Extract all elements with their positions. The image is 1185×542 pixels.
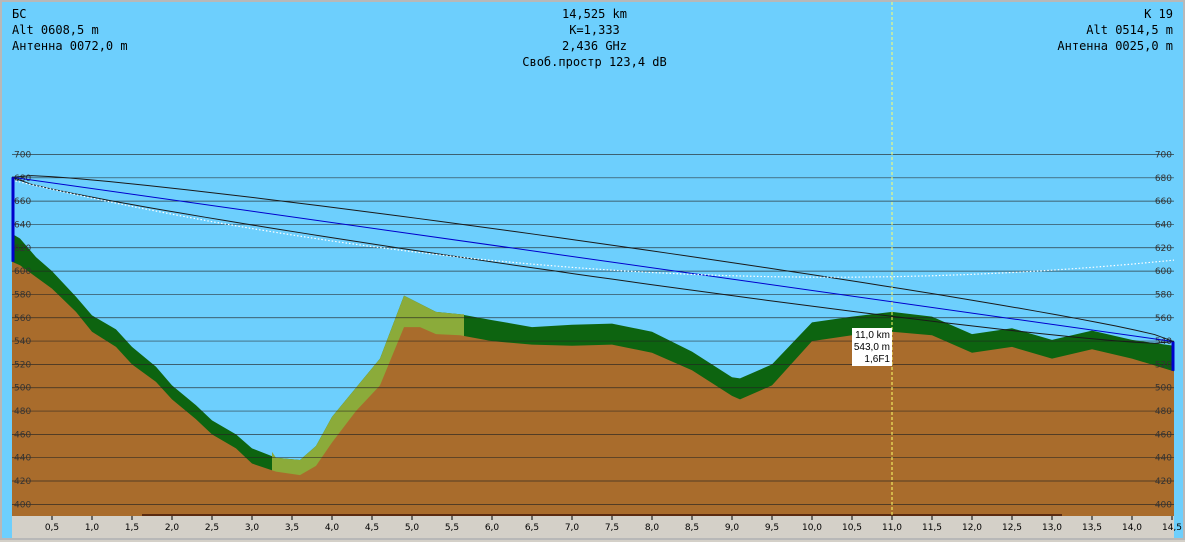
x-tick-label: 8,0 bbox=[645, 523, 660, 533]
marker-label: 543,0 m bbox=[854, 342, 890, 353]
y-tick-label-left: 520 bbox=[14, 360, 31, 370]
y-tick-label-left: 440 bbox=[14, 454, 31, 464]
fresnel-lower bbox=[11, 176, 1175, 344]
x-tick-label: 4,0 bbox=[325, 523, 340, 533]
left-antenna-height: Антенна 0072,0 m bbox=[12, 39, 128, 53]
x-tick-label: 2,5 bbox=[205, 523, 219, 533]
link-distance: 14,525 km bbox=[561, 7, 628, 21]
y-tick-label-right: 620 bbox=[1155, 244, 1172, 254]
y-tick-label-right: 460 bbox=[1155, 430, 1172, 440]
y-tick-label-right: 660 bbox=[1155, 197, 1172, 207]
y-tick-label-right: 580 bbox=[1155, 290, 1172, 300]
x-tick-label: 12,5 bbox=[1002, 523, 1022, 533]
y-tick-label-right: 520 bbox=[1155, 360, 1172, 370]
free-space-loss: Своб.простр 123,4 dB bbox=[522, 55, 667, 69]
x-tick-label: 14,0 bbox=[1122, 523, 1142, 533]
x-tick-label: 10,5 bbox=[842, 523, 862, 533]
x-tick-label: 1,5 bbox=[125, 523, 139, 533]
x-tick-label: 9,0 bbox=[725, 523, 740, 533]
x-tick-label: 13,0 bbox=[1042, 523, 1062, 533]
x-tick-label: 4,5 bbox=[365, 523, 379, 533]
y-tick-label-right: 680 bbox=[1155, 174, 1172, 184]
y-tick-label-right: 420 bbox=[1155, 477, 1172, 487]
y-tick-label-left: 620 bbox=[14, 244, 31, 254]
y-tick-label-right: 500 bbox=[1155, 384, 1172, 394]
marker-label-box bbox=[852, 328, 892, 366]
y-tick-label-left: 560 bbox=[14, 314, 31, 324]
marker-label: 1,6F1 bbox=[864, 354, 890, 365]
ground-area bbox=[12, 261, 1174, 516]
x-tick-label: 8,5 bbox=[685, 523, 699, 533]
grid-lines bbox=[12, 154, 1174, 505]
x-tick-label: 0,5 bbox=[45, 523, 59, 533]
y-tick-label-left: 640 bbox=[14, 220, 31, 230]
x-tick-label: 9,5 bbox=[765, 523, 779, 533]
y-tick-label-right: 560 bbox=[1155, 314, 1172, 324]
x-tick-label: 5,0 bbox=[405, 523, 420, 533]
x-tick-label: 14,5 bbox=[1162, 523, 1182, 533]
los-rays bbox=[11, 175, 1175, 344]
y-tick-label-left: 700 bbox=[14, 150, 31, 160]
x-axis-strip bbox=[12, 516, 1174, 538]
x-tick-label: 7,5 bbox=[605, 523, 619, 533]
right-station-alt: Alt 0514,5 m bbox=[1086, 23, 1173, 37]
y-tick-label-left: 480 bbox=[14, 407, 31, 417]
y-tick-label-left: 460 bbox=[14, 430, 31, 440]
frequency: 2,436 GHz bbox=[561, 39, 628, 53]
y-tick-label-left: 580 bbox=[14, 290, 31, 300]
x-tick-label: 13,5 bbox=[1082, 523, 1102, 533]
k-factor: K=1,333 bbox=[569, 23, 620, 37]
x-tick-label: 5,5 bbox=[445, 523, 459, 533]
x-tick-label: 3,0 bbox=[245, 523, 260, 533]
right-station-name: К 19 bbox=[1144, 7, 1173, 21]
y-tick-label-right: 700 bbox=[1155, 150, 1172, 160]
y-tick-label-right: 480 bbox=[1155, 407, 1172, 417]
left-station-name: БС bbox=[12, 7, 27, 21]
y-tick-label-right: 440 bbox=[1155, 454, 1172, 464]
left-station-alt: Alt 0608,5 m bbox=[12, 23, 99, 37]
x-tick-label: 11,0 bbox=[882, 523, 902, 533]
y-tick-label-left: 660 bbox=[14, 197, 31, 207]
y-tick-label-left: 400 bbox=[14, 500, 31, 510]
y-tick-label-right: 640 bbox=[1155, 220, 1172, 230]
x-axis: 0,5 1,0 1,5 2,0 2,5 3,0 3,5 4,0 4,5 5,0 5,5 6,0 6,5 7… bbox=[45, 516, 1182, 533]
marker-label: 11,0 km bbox=[855, 330, 890, 341]
x-tick-label: 11,5 bbox=[922, 523, 942, 533]
y-tick-label-right: 400 bbox=[1155, 500, 1172, 510]
antennas bbox=[11, 177, 1175, 371]
y-tick-label-left: 500 bbox=[14, 384, 31, 394]
x-tick-label: 6,5 bbox=[525, 523, 539, 533]
clearance-curve bbox=[11, 179, 1175, 278]
right-antenna-height: Антенна 0025,0 m bbox=[1057, 39, 1173, 53]
x-tick-label: 12,0 bbox=[962, 523, 982, 533]
x-tick-label: 1,0 bbox=[85, 523, 100, 533]
x-tick-label: 10,0 bbox=[802, 523, 822, 533]
y-tick-label-left: 600 bbox=[14, 267, 31, 277]
x-tick-label: 3,5 bbox=[285, 523, 299, 533]
fresnel-upper bbox=[11, 175, 1175, 343]
line-of-sight bbox=[11, 176, 1175, 343]
x-tick-label: 6,0 bbox=[485, 523, 500, 533]
x-tick-label: 2,0 bbox=[165, 523, 180, 533]
y-tick-label-left: 420 bbox=[14, 477, 31, 487]
y-tick-label-right: 600 bbox=[1155, 267, 1172, 277]
y-axis-labels: 400 400 420 420 440 440 460 460 480 480 500 500 520 5… bbox=[14, 150, 1172, 510]
y-tick-label-left: 540 bbox=[14, 337, 31, 347]
x-tick-label: 7,0 bbox=[565, 523, 580, 533]
terrain-layers bbox=[12, 233, 1174, 538]
